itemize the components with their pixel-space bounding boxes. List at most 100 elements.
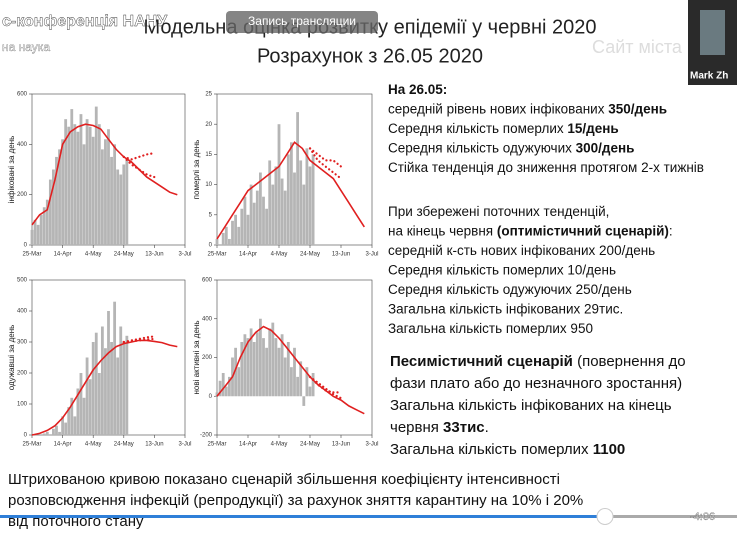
bar: [52, 169, 55, 245]
progress-played: [0, 515, 605, 518]
bold-text: 33тис: [443, 419, 485, 436]
bar: [91, 342, 95, 435]
bar: [125, 335, 129, 435]
bar: [308, 386, 312, 397]
bar: [104, 348, 107, 435]
bar: [119, 174, 123, 245]
y-tick-label: 600: [17, 92, 28, 98]
bar: [299, 361, 303, 397]
bar: [305, 148, 309, 245]
bar: [221, 232, 225, 245]
y-tick-label: 400: [17, 309, 28, 315]
bar: [228, 376, 231, 397]
bar: [271, 184, 275, 245]
record-button-bg[interactable]: [226, 11, 378, 33]
y-tick-label: 25: [205, 92, 212, 98]
y-tick-label: 200: [202, 355, 213, 361]
x-tick-label: 13-Jun: [145, 442, 163, 448]
bar: [76, 131, 80, 245]
bar: [45, 199, 49, 245]
bar: [215, 392, 219, 397]
text-line: Середня кількість померлих 15/день: [388, 121, 619, 136]
bar: [61, 139, 64, 245]
x-tick-label: 13-Jun: [145, 252, 163, 258]
bar: [296, 112, 299, 246]
y-tick-label: 0: [24, 433, 28, 439]
x-tick-label: 4-May: [85, 442, 102, 448]
bar: [36, 224, 40, 245]
x-tick-label: 14-Apr: [54, 442, 72, 448]
bar: [296, 376, 299, 397]
bar: [97, 124, 101, 245]
bar: [107, 129, 110, 245]
bar: [274, 338, 278, 397]
text-part: червня: [390, 419, 443, 436]
y-tick-label: 20: [205, 122, 212, 128]
bar: [224, 226, 228, 245]
text-part: Середня кількість померлих 10/день: [388, 262, 616, 277]
text-line: на кінець червня (оптимістичний сценарій…: [388, 223, 673, 238]
bar: [246, 214, 250, 245]
bar: [293, 172, 296, 245]
meeting-title: с-конференція НАНУ: [2, 13, 168, 30]
watermark: Сайт міста: [592, 37, 683, 57]
bar: [271, 322, 275, 397]
bar: [42, 207, 46, 245]
footnote-line: Штрихованою кривою показано сценарій збі…: [8, 471, 560, 488]
y-tick-label: 400: [17, 142, 28, 148]
bar: [255, 190, 259, 245]
bar: [113, 144, 117, 245]
record-button[interactable]: Запись трансляции: [248, 14, 356, 28]
bar: [39, 214, 43, 245]
text-line: При збережені поточних тенденцій,: [388, 204, 609, 219]
y-tick-label: 0: [209, 243, 213, 249]
y-axis-label: нові активні за день: [192, 321, 201, 395]
x-tick-label: 4-May: [85, 252, 102, 258]
bar: [64, 119, 68, 245]
y-tick-label: 300: [17, 340, 28, 346]
text-line: Загальна кількість інфікованих 29тис.: [388, 301, 623, 316]
bar: [85, 357, 89, 435]
text-line: Загальна кількість померлих 950: [388, 321, 593, 336]
bar: [100, 149, 104, 245]
bar: [100, 326, 104, 435]
progress-knob[interactable]: [596, 508, 614, 525]
bar: [299, 160, 303, 245]
bar: [110, 156, 113, 245]
x-tick-label: 24-May: [300, 442, 320, 448]
bar: [305, 367, 309, 397]
bar: [240, 208, 244, 245]
text-line: червня 33тис.: [390, 419, 489, 436]
x-tick-label: 4-May: [271, 252, 288, 258]
text-part: При збережені поточних тенденцій,: [388, 204, 609, 219]
bar: [67, 126, 71, 245]
y-axis-label: одужавші за день: [7, 325, 16, 391]
text-part: Середня кількість померлих: [388, 121, 567, 136]
bar: [91, 136, 95, 245]
bar: [88, 126, 92, 245]
time-remaining: -4:06: [690, 511, 715, 523]
x-tick-label: 25-Mar: [22, 442, 41, 448]
text-line: Середня кількість одужуючих 300/день: [388, 140, 634, 155]
bar: [85, 119, 89, 245]
text-part: середній рівень нових інфікованих: [388, 101, 608, 116]
x-tick-label: 14-Apr: [239, 252, 257, 258]
bar: [119, 326, 123, 435]
bar: [52, 428, 55, 435]
bold-text: 350/день: [608, 101, 667, 116]
bar: [33, 219, 37, 245]
speaker-name: Mark Zh: [690, 71, 728, 82]
meeting-subtitle: на наука: [2, 40, 50, 54]
bar: [70, 397, 74, 435]
x-tick-label: 24-May: [300, 252, 320, 258]
bold-text: На 26.05:: [388, 82, 447, 97]
bar: [55, 156, 58, 245]
bar: [67, 407, 71, 435]
y-tick-label: 10: [205, 182, 212, 188]
text-part: середній к-сть нових інфікованих 200/ден…: [388, 243, 655, 258]
bar: [221, 373, 225, 397]
text-line: фази плато або до незначного зростання): [390, 375, 682, 392]
scenario-line: [122, 152, 156, 161]
bar: [268, 328, 272, 397]
